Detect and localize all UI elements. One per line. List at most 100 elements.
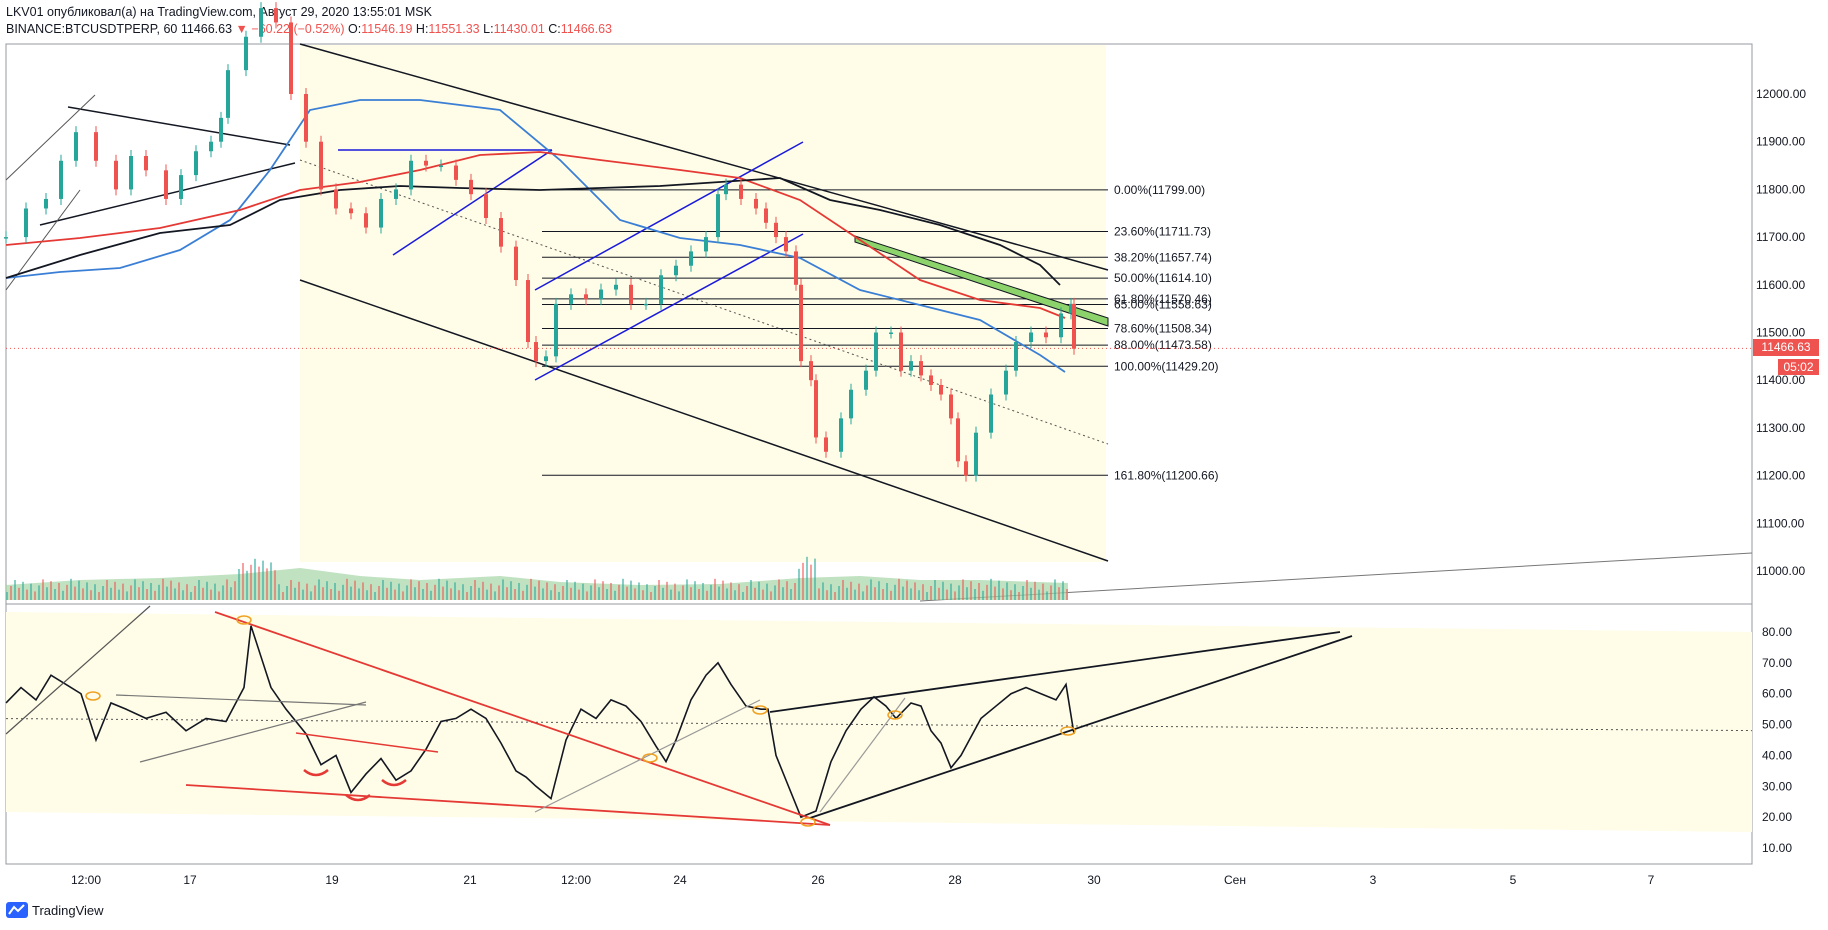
volume-bar — [194, 586, 196, 600]
volume-bar — [370, 584, 372, 600]
fib-level-label: 78.60%(11508.34) — [1114, 322, 1212, 336]
candle-body — [4, 237, 8, 239]
volume-bar — [90, 590, 92, 600]
candle-body — [739, 184, 743, 199]
volume-bar — [46, 587, 48, 600]
publish-info: LKV01 опубликовал(а) на TradingView.com,… — [6, 5, 432, 19]
volume-bar — [210, 589, 212, 600]
volume-average-area — [6, 568, 1068, 600]
candle-body — [599, 289, 603, 300]
volume-bar — [898, 578, 900, 600]
volume-bar — [562, 586, 564, 600]
time-tick-label: 12:00 — [71, 873, 101, 887]
volume-bar — [722, 580, 724, 600]
low-value: 11430.01 — [493, 22, 545, 36]
volume-bar — [538, 580, 540, 600]
candle-body — [644, 303, 648, 306]
candle-body — [704, 237, 708, 252]
volume-bar — [130, 585, 132, 600]
volume-bar — [790, 589, 792, 600]
volume-bar — [38, 585, 40, 600]
volume-bar — [306, 583, 308, 600]
volume-bar — [302, 589, 304, 600]
candle-body — [439, 165, 443, 168]
candle-body — [929, 375, 933, 385]
volume-bar — [682, 585, 684, 600]
volume-bar — [946, 589, 948, 600]
volume-bar — [842, 580, 844, 600]
volume-bar — [910, 588, 912, 600]
candle-body — [114, 160, 118, 190]
volume-bar — [986, 584, 988, 600]
volume-bar — [838, 586, 840, 600]
rsi-rising-wedge-bottom — [809, 635, 1353, 819]
volume-bar — [270, 562, 272, 600]
volume-bar — [702, 583, 704, 600]
price-tick-label: 11400.00 — [1756, 373, 1805, 387]
volume-bar — [250, 564, 252, 600]
price-tick-label: 11600.00 — [1756, 278, 1805, 292]
candle-body — [74, 132, 78, 161]
volume-bar — [822, 582, 824, 600]
volume-bar — [650, 592, 652, 600]
volume-bar — [54, 589, 56, 600]
volume-bar — [294, 587, 296, 600]
trend-line — [5, 94, 96, 181]
rsi-pivot-marker — [800, 817, 816, 827]
volume-bar — [1022, 586, 1024, 600]
candle-body — [289, 22, 293, 95]
volume-bar — [262, 560, 264, 600]
volume-bar — [694, 581, 696, 600]
time-tick-label: 19 — [325, 873, 339, 887]
candle-body — [754, 198, 758, 209]
volume-bar — [774, 585, 776, 600]
volume-bar — [254, 558, 256, 600]
volume-bar — [1062, 581, 1064, 600]
volume-bar — [854, 589, 856, 600]
volume-bar — [530, 578, 532, 600]
candle-body — [939, 384, 943, 395]
fib-level-label: 50.00%(11614.10) — [1114, 271, 1212, 285]
candle-body — [1014, 342, 1018, 371]
volume-bar — [558, 592, 560, 600]
candle-body — [394, 189, 398, 199]
volume-bar — [606, 589, 608, 600]
symbol-name[interactable]: BINANCE:BTCUSDTPERP, 60 — [6, 22, 178, 36]
rsi-rising-wedge-top — [769, 631, 1341, 713]
volume-bar — [914, 582, 916, 600]
volume-bar — [1014, 584, 1016, 600]
volume-bar — [958, 585, 960, 600]
volume-bar — [138, 587, 140, 600]
volume-bar — [58, 583, 60, 600]
volume-bar — [834, 592, 836, 600]
volume-bar — [14, 580, 16, 600]
candle-body — [629, 284, 633, 304]
volume-bar — [114, 581, 116, 600]
candle-body — [219, 117, 223, 142]
candle-body — [799, 284, 803, 362]
rsi-tick-label: 40.00 — [1762, 748, 1792, 762]
candle-body — [839, 418, 843, 452]
volume-bar — [766, 583, 768, 600]
volume-bar — [514, 589, 516, 600]
volume-bar — [298, 581, 300, 600]
rsi-line — [5, 625, 1075, 819]
tradingview-logo[interactable]: TradingView — [6, 902, 104, 918]
last-price: 11466.63 — [180, 22, 233, 36]
rsi-trendline — [115, 694, 367, 706]
volume-bar — [1038, 589, 1040, 600]
volume-bar — [330, 589, 332, 600]
rsi-red-trendline — [185, 784, 831, 826]
volume-bar — [1002, 588, 1004, 600]
volume-bar — [182, 590, 184, 600]
volume-bar — [246, 570, 248, 600]
symbol-legend: BINANCE:BTCUSDTPERP, 60 11466.63 ▼ −60.2… — [6, 22, 612, 36]
candle-body — [689, 251, 693, 266]
candle-body — [864, 370, 868, 390]
volume-bar — [386, 587, 388, 600]
volume-bar — [430, 590, 432, 600]
volume-bar — [486, 589, 488, 600]
volume-bar — [474, 580, 476, 600]
candle-body — [319, 141, 323, 190]
